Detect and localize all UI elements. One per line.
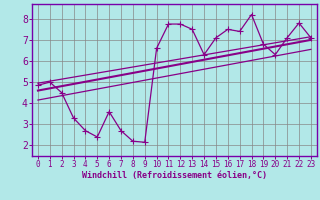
X-axis label: Windchill (Refroidissement éolien,°C): Windchill (Refroidissement éolien,°C) (82, 171, 267, 180)
